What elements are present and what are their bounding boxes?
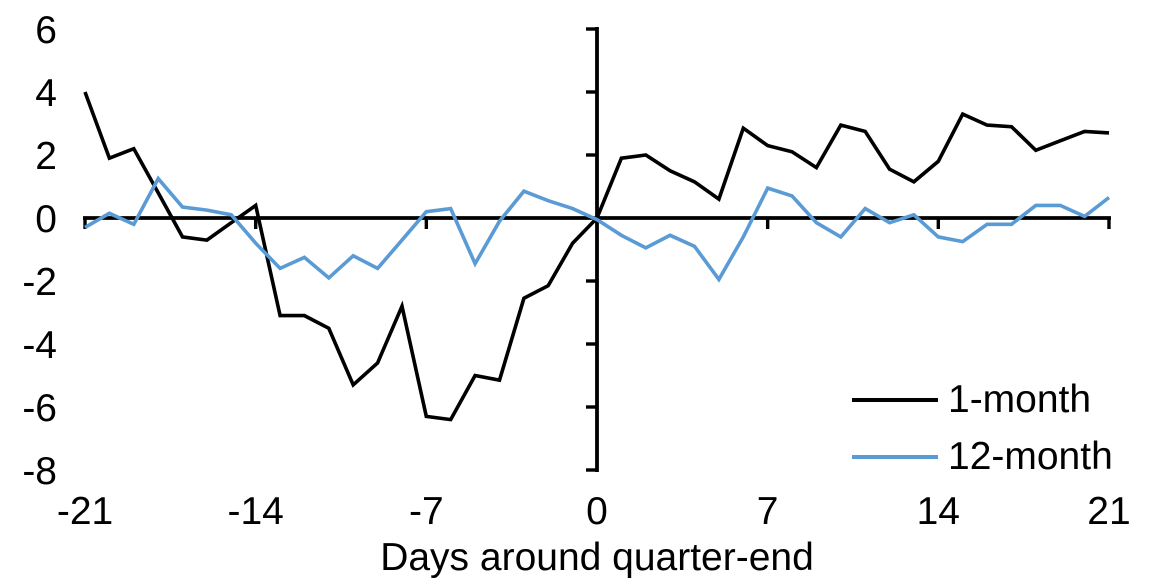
- x-tick-label: -7: [409, 490, 444, 533]
- y-tick-label: 4: [35, 72, 57, 115]
- x-tick-label: 14: [917, 490, 960, 533]
- legend-label-1-month: 1-month: [948, 377, 1092, 421]
- legend-swatch-12-month-line: [852, 454, 938, 459]
- x-tick-label: -21: [57, 490, 113, 533]
- y-tick-label: -6: [22, 387, 57, 430]
- legend-swatch-1-month-line: [852, 397, 938, 402]
- x-tick-label: 0: [586, 490, 608, 533]
- x-tick-label: -14: [227, 490, 283, 533]
- legend: 1-month 12-month: [852, 371, 1113, 485]
- x-axis-title: Days around quarter-end: [380, 536, 814, 579]
- y-tick-label: 0: [35, 198, 57, 241]
- legend-item-12-month: 12-month: [852, 428, 1113, 485]
- series-line-12-month: [84, 175, 1111, 283]
- x-tick-label: 7: [757, 490, 779, 533]
- y-tick-label: -8: [22, 450, 57, 493]
- y-tick-label: -4: [22, 324, 57, 367]
- y-tick-label: 2: [35, 135, 57, 178]
- y-tick-label: 6: [35, 9, 57, 52]
- legend-label-12-month: 12-month: [948, 434, 1113, 478]
- y-tick-label: -2: [22, 261, 57, 304]
- x-tick-label: 21: [1087, 490, 1130, 533]
- legend-item-1-month: 1-month: [852, 371, 1113, 428]
